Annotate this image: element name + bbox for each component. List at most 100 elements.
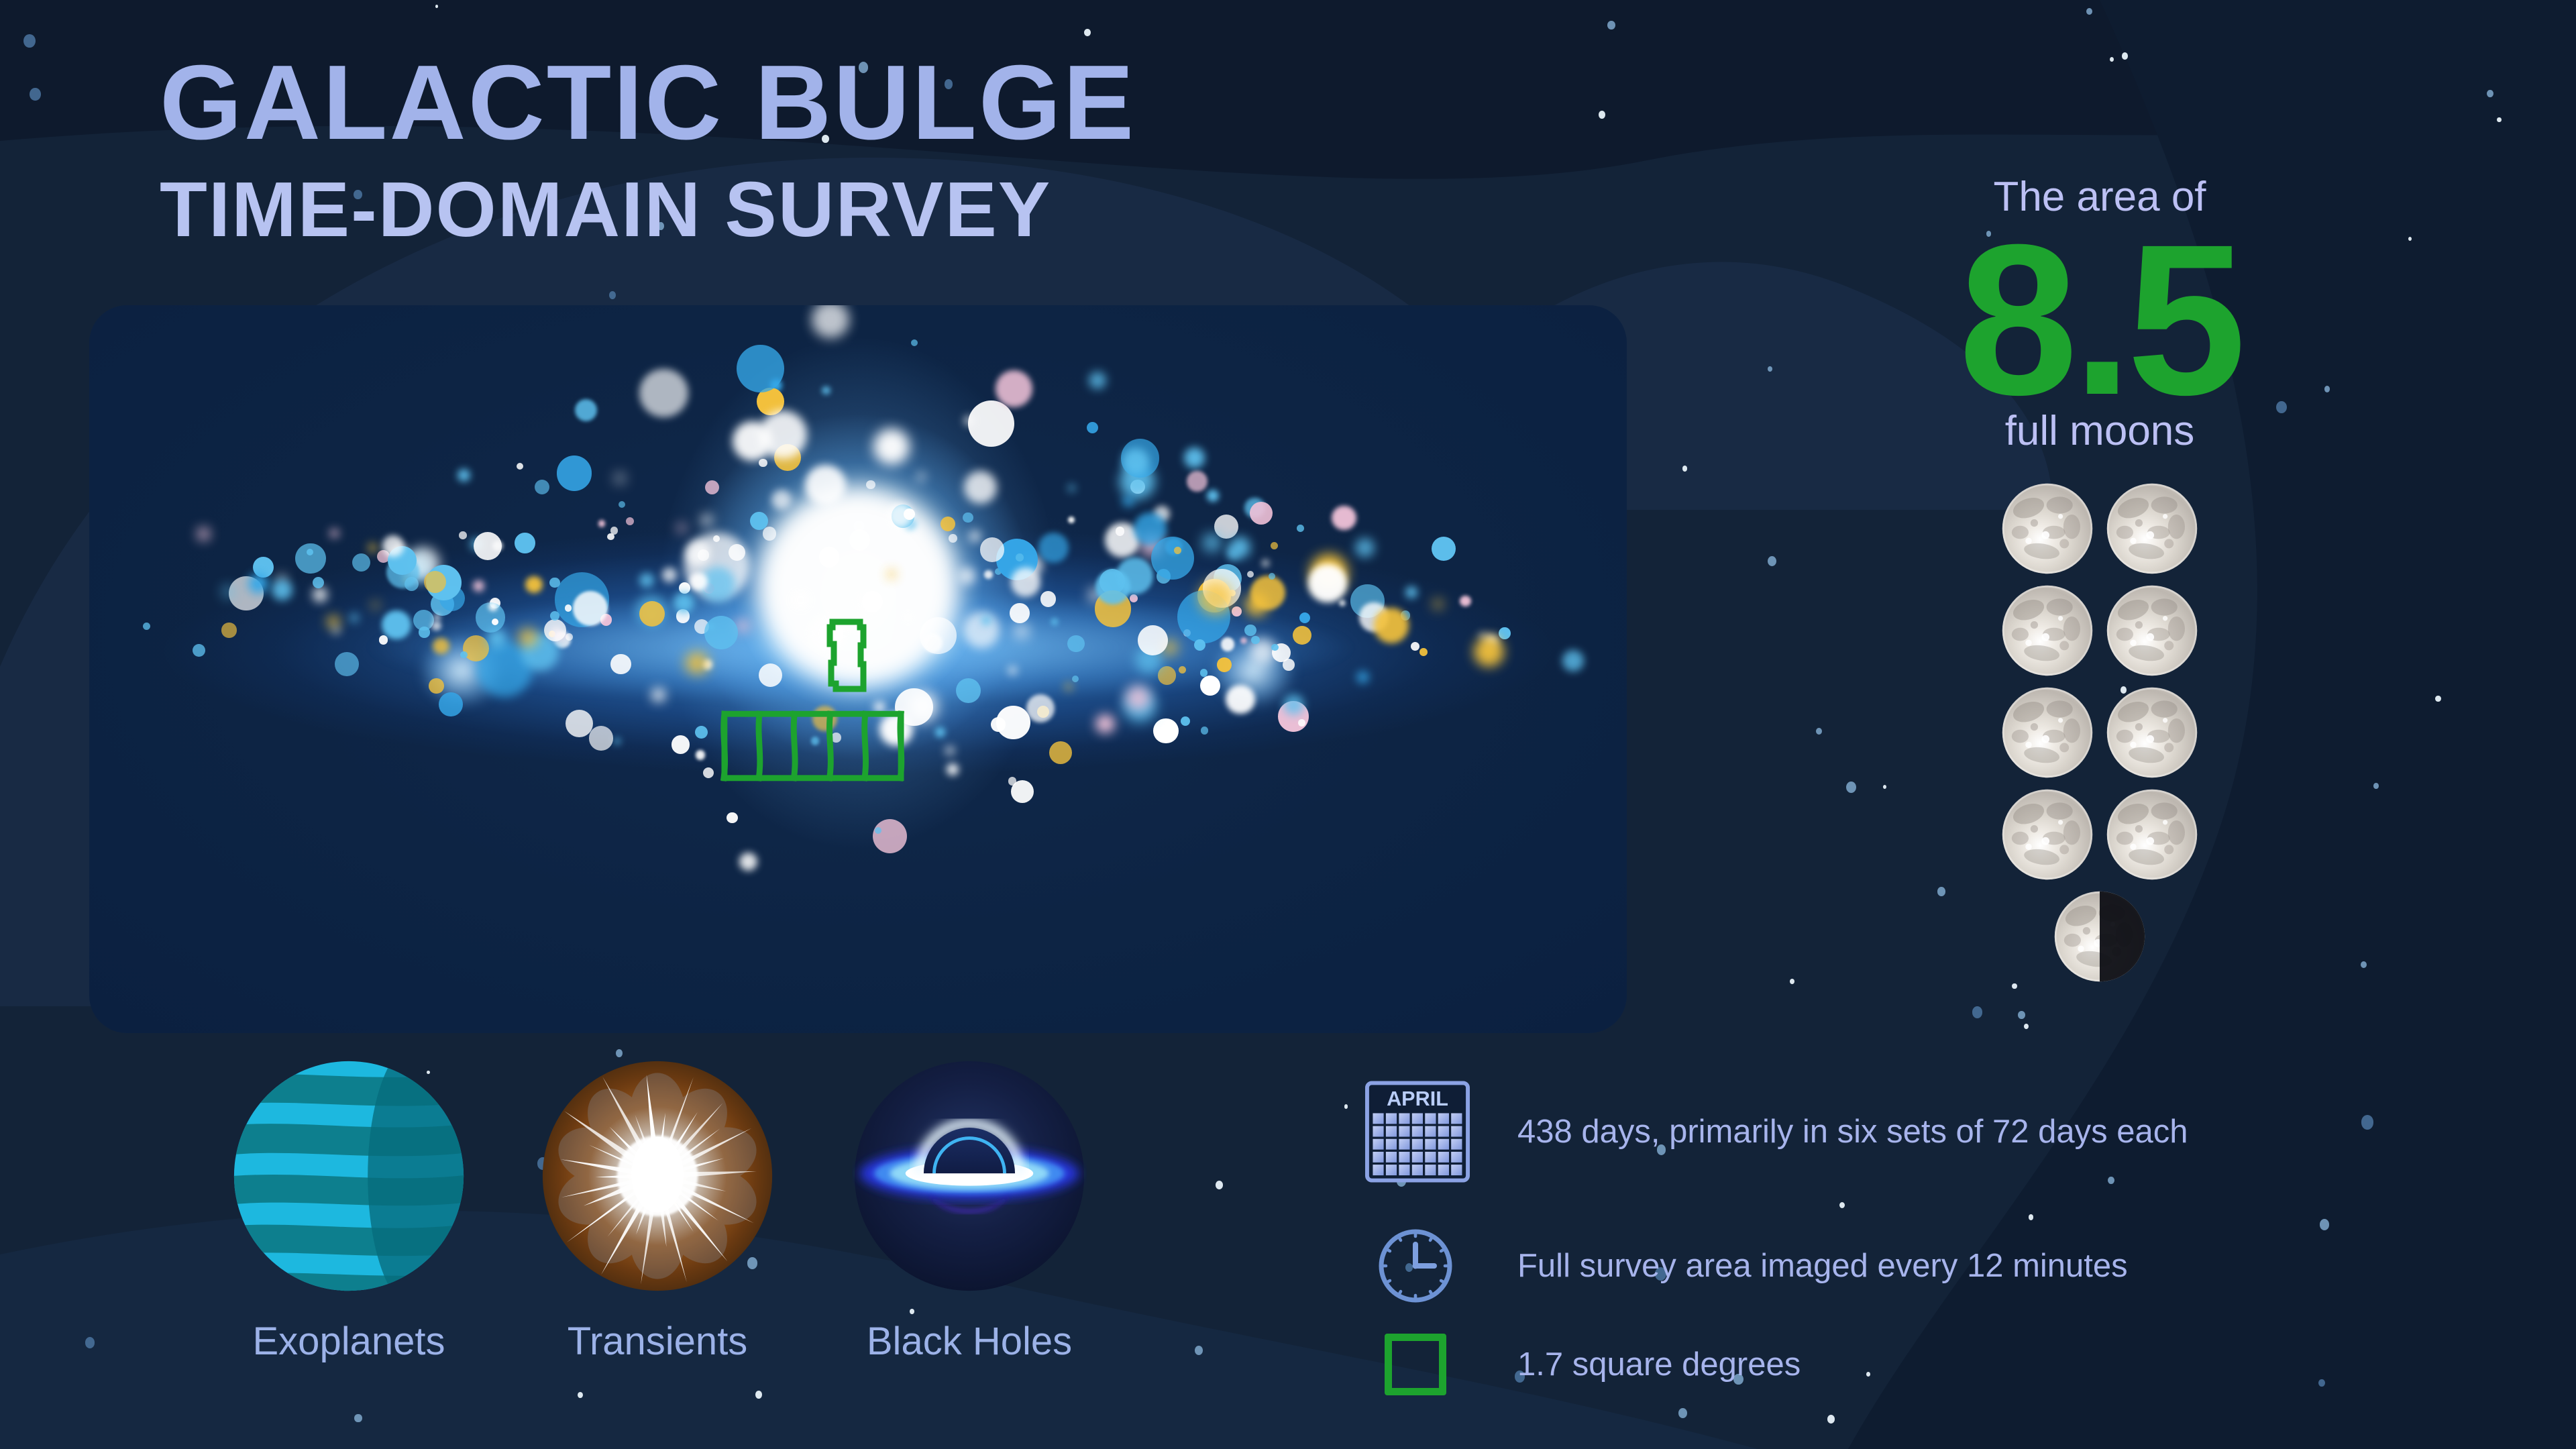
galaxy-dot (295, 543, 326, 574)
galaxy-dot (757, 388, 784, 415)
galaxy-dot (517, 462, 524, 470)
galaxy-dot (588, 725, 614, 751)
target-label: Black Holes (866, 1320, 1073, 1363)
galaxy-dot (945, 746, 955, 755)
galaxy-dot (248, 573, 269, 594)
galaxy-dot (614, 473, 625, 483)
galaxy-dot (1065, 683, 1073, 690)
galaxy-dot (639, 601, 665, 627)
galaxy-dot (750, 512, 769, 530)
galaxy-dot (424, 570, 447, 593)
galaxy-dot (702, 767, 714, 779)
galaxy-dot (197, 527, 211, 541)
galaxy-dot (700, 514, 712, 526)
page-title: GALACTIC BULGE TIME-DOMAIN SURVEY (160, 50, 1136, 248)
galaxy-dot (1178, 665, 1186, 674)
galaxy-dot (874, 826, 882, 835)
galaxy-dot (704, 480, 719, 495)
galaxy-dot (887, 502, 913, 529)
galaxy-dot (1246, 571, 1254, 578)
background-wave-top (0, 0, 2576, 179)
galaxy-dot (690, 572, 708, 591)
galaxy-dot (566, 709, 594, 737)
galaxy-dot (460, 651, 468, 659)
legend-row-duration: APRIL 438 days, primarily in six sets of… (1364, 1079, 2188, 1185)
galaxy-dot (1125, 685, 1150, 711)
galaxy-dot (368, 543, 377, 552)
galaxy-dot (327, 616, 340, 629)
galaxy-dot (1116, 557, 1154, 594)
galaxy-dot (312, 587, 327, 602)
galaxy-dot (737, 345, 785, 392)
galaxy-dot (686, 541, 711, 566)
galaxy-dot (1051, 617, 1059, 626)
galaxy-dot (221, 623, 237, 638)
legend-row-area: 1.7 square degrees (1385, 1332, 1801, 1397)
galaxy-dot (874, 702, 885, 712)
galaxy-dot (1049, 741, 1072, 764)
full-moon-icon (2001, 584, 2094, 677)
galaxy-dot (1008, 666, 1017, 676)
galaxy-dot (1151, 537, 1195, 580)
target-black-holes: Black Holes (835, 1059, 1104, 1364)
galaxy-dot (1137, 625, 1169, 656)
galaxy-dot (1067, 635, 1085, 653)
galaxy-dot (1240, 637, 1247, 644)
galaxy-dot (910, 339, 918, 346)
galaxy-dot (1008, 777, 1017, 786)
half-moon-wrap (2053, 890, 2147, 983)
galaxy-dot (1271, 643, 1279, 651)
galaxy-dot (903, 612, 913, 623)
galaxy-dot (312, 576, 325, 589)
galaxy-dot (1499, 627, 1511, 639)
galaxy-dot (598, 520, 606, 527)
galaxy-dot (1014, 624, 1029, 639)
galaxy-dot (459, 531, 468, 540)
galaxy-dot (1562, 649, 1585, 672)
galaxy-dot (994, 568, 1002, 575)
galaxy-dot (979, 537, 1005, 562)
galaxy-dot (1071, 676, 1079, 683)
galaxy-dot (963, 470, 997, 504)
galaxy-dot (1183, 447, 1205, 468)
galaxy-dot (1244, 593, 1269, 616)
galaxy-dot (639, 368, 688, 417)
galaxy-dot (473, 531, 502, 560)
galaxy-dot (790, 590, 810, 610)
galaxy-dot (1355, 538, 1375, 557)
galaxy-dot (1174, 547, 1182, 555)
full-moon-icon (2106, 584, 2198, 677)
galaxy-dot (811, 305, 849, 339)
galaxy-star-dots (89, 305, 1627, 1033)
galaxy-dot (1199, 669, 1208, 677)
page-title-line2: TIME-DOMAIN SURVEY (160, 166, 1052, 253)
survey-footprint-single (826, 619, 867, 692)
galaxy-dot (727, 812, 739, 824)
galaxy-dot (613, 738, 621, 745)
galaxy-dot (822, 386, 830, 395)
galaxy-dot (1153, 718, 1179, 744)
galaxy-dot (382, 535, 404, 557)
galaxy-dot (431, 621, 441, 631)
galaxy-dot (549, 577, 560, 588)
full-moon-icon (2106, 482, 2198, 575)
galaxy-dot (947, 763, 959, 775)
galaxy-dot (550, 610, 560, 621)
galaxy-dot (923, 633, 943, 653)
galaxy-dot (854, 521, 864, 531)
galaxy-dot (1474, 636, 1505, 667)
galaxy-dot (352, 553, 370, 572)
clock-icon (1379, 1229, 1452, 1303)
galaxy-dot (1251, 636, 1260, 645)
galaxy-dot (386, 555, 419, 588)
galaxy-dot (818, 547, 840, 568)
galaxy-dot (1040, 591, 1057, 607)
galaxy-dot (610, 653, 631, 674)
galaxy-dot (1433, 598, 1444, 609)
galaxy-dot (1460, 595, 1471, 607)
galaxy-dot (626, 517, 635, 525)
transient-icon (542, 1061, 773, 1291)
galaxy-dot (858, 596, 874, 612)
galaxy-dot (1010, 603, 1030, 623)
galaxy-dot (759, 458, 767, 468)
